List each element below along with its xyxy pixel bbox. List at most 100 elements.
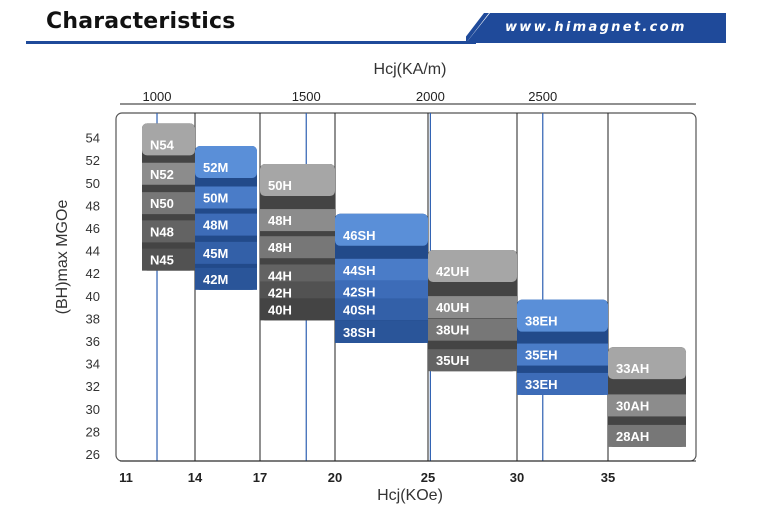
y-tick-label: 44 [86, 244, 100, 259]
series-h-group: 50H 48H 48H 44H 42H 40H [260, 164, 335, 321]
bar-segment [335, 280, 428, 303]
bar-segment [428, 318, 517, 341]
bar-segment [195, 267, 257, 290]
y-tick-label: 28 [86, 424, 100, 439]
chart-axes-layer: 11 14 17 20 25 30 35 Hcj(KOe) Hcj(KA/m) 1000 1500 2… [54, 61, 696, 504]
title-underline [26, 41, 476, 44]
grade-label: 48H [268, 240, 292, 255]
grade-label: 44SH [343, 263, 376, 278]
grade-label: 30AH [616, 398, 649, 413]
bar-segment [195, 241, 257, 264]
bar-segment [142, 220, 195, 243]
chart-bars-layer: N54 N52 N50 N48 N45 52M 50M 48M 45M 42M 50H 48H 48H 4… [142, 123, 686, 447]
grade-label: 40SH [343, 302, 376, 317]
series-eh-group: 38EH 35EH 33EH [517, 299, 608, 395]
y-tick-label: 30 [86, 402, 100, 417]
bar-segment [608, 347, 686, 380]
bar-segment [335, 320, 428, 343]
x2-axis-label: Hcj(KA/m) [374, 61, 447, 78]
x2-tick-label: 2500 [528, 89, 557, 104]
x-tick-label: 35 [601, 470, 615, 485]
y-tick-label: 52 [86, 153, 100, 168]
y-axis-label: (BH)max MGOe [54, 200, 71, 315]
bar-segment [195, 213, 257, 236]
bar-segment [142, 162, 195, 185]
bar-segment [142, 192, 195, 215]
y-tick-label: 32 [86, 379, 100, 394]
grade-label: 40H [268, 302, 292, 317]
grade-label: 35UH [436, 353, 469, 368]
grade-label: 28AH [616, 429, 649, 444]
y-tick-label: 36 [86, 334, 100, 349]
website-url[interactable]: www.himagnet.com [505, 20, 687, 35]
grade-label: 44H [268, 268, 292, 283]
grade-label: 33EH [525, 377, 558, 392]
website-banner [466, 13, 726, 43]
bar-segment [517, 372, 608, 395]
y-tick-label: 46 [86, 221, 100, 236]
series-uh-group: 42UH 40UH 38UH 35UH [428, 249, 517, 372]
bar-segment [195, 145, 257, 178]
grade-label: 42M [203, 272, 228, 287]
bar-segment [260, 209, 335, 232]
grade-label: N54 [150, 137, 175, 152]
bar-segment [428, 296, 517, 319]
x2-tick-label: 2000 [416, 89, 445, 104]
bar-segment [142, 248, 195, 271]
x2-tick-label: 1000 [143, 89, 172, 104]
bar-segment [195, 186, 257, 209]
x-tick-label: 20 [328, 470, 342, 485]
x-tick-label: 17 [253, 470, 267, 485]
x-tick-label: 30 [510, 470, 524, 485]
series-sh-group: 46SH 44SH 42SH 40SH 38SH [335, 213, 428, 343]
grade-label: 38UH [436, 323, 469, 338]
bar-segment [335, 213, 428, 246]
bar-segment [260, 236, 335, 259]
grade-label: 48H [268, 213, 292, 228]
bar-segment [335, 258, 428, 281]
bar-segment [608, 394, 686, 417]
y-tick-label: 34 [86, 357, 100, 372]
grade-label: 38SH [343, 325, 376, 340]
x-tick-label: 25 [421, 470, 435, 485]
grade-label: 50M [203, 190, 228, 205]
series-n-group: N54 N52 N50 N48 N45 [142, 123, 195, 271]
x-axis-label: Hcj(KOe) [377, 487, 443, 504]
x-tick-label: 11 [119, 470, 133, 485]
y-tick-label: 48 [86, 198, 100, 213]
grade-label: N50 [150, 196, 174, 211]
bar-segment [260, 164, 335, 197]
y-tick-label: 54 [86, 131, 100, 146]
series-ah-group: 33AH 30AH 28AH [608, 347, 686, 447]
grade-label: 50H [268, 178, 292, 193]
bar-segment [260, 264, 335, 287]
y-tick-label: 26 [86, 447, 100, 462]
bar-segment [142, 123, 195, 156]
grade-label: 35EH [525, 348, 558, 363]
bar-segment [260, 281, 335, 304]
page-title: Characteristics [46, 9, 236, 34]
grade-label: N45 [150, 253, 174, 268]
bar-segment [517, 299, 608, 332]
bar-segment [260, 298, 335, 321]
y-tick-label: 42 [86, 266, 100, 281]
grade-label: 42SH [343, 284, 376, 299]
grade-label: 38EH [525, 314, 558, 329]
bar-segment [608, 424, 686, 447]
bar-segment [428, 349, 517, 372]
series-m-group: 52M 50M 48M 45M 42M [195, 145, 257, 290]
banner-stripe [466, 13, 489, 43]
grade-label: N52 [150, 167, 174, 182]
grade-label: 48M [203, 218, 228, 233]
banner-shape [466, 13, 726, 43]
x-tick-label: 14 [188, 470, 203, 485]
grade-label: 42UH [436, 264, 469, 279]
grade-label: N48 [150, 224, 174, 239]
bar-segment [335, 298, 428, 321]
y-tick-label: 40 [86, 289, 100, 304]
x2-tick-label: 1500 [292, 89, 321, 104]
bar-segment [428, 249, 517, 282]
grade-label: 52M [203, 160, 228, 175]
grade-label: 40UH [436, 300, 469, 315]
grade-label: 46SH [343, 228, 376, 243]
